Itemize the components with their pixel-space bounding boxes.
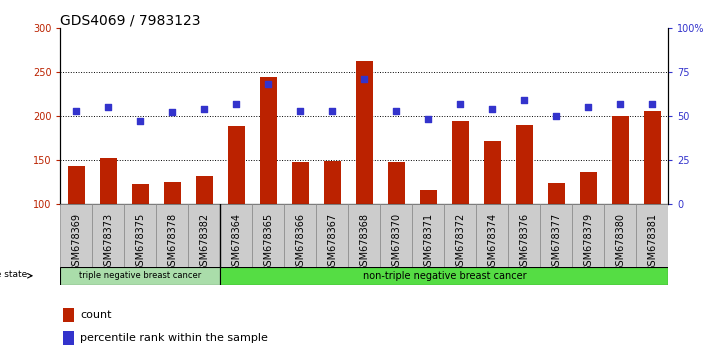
Point [71,108,82,114]
Text: GSM678376: GSM678376 [519,213,530,272]
Bar [483,141,501,291]
Point [358,76,370,82]
Text: GSM678370: GSM678370 [391,213,402,272]
Point [518,97,530,103]
Bar [451,121,469,291]
Text: percentile rank within the sample: percentile rank within the sample [80,332,268,343]
Bar [92,204,124,267]
Bar [508,204,540,267]
Text: GSM678373: GSM678373 [103,213,114,272]
Bar [196,176,213,291]
Bar [164,182,181,291]
Bar [387,162,405,291]
Bar [63,308,75,322]
Bar [63,331,75,344]
Bar [611,116,629,291]
Point [422,116,434,122]
Point [198,106,210,112]
Bar [188,204,220,267]
Text: non-triple negative breast cancer: non-triple negative breast cancer [363,271,526,281]
Text: GDS4069 / 7983123: GDS4069 / 7983123 [60,13,201,27]
Text: GSM678371: GSM678371 [423,213,434,272]
Text: GSM678369: GSM678369 [71,213,82,272]
Point [135,118,146,124]
Bar [572,204,604,267]
Text: GSM678380: GSM678380 [615,213,626,272]
Bar [228,126,245,291]
Bar [380,204,412,267]
Bar [515,125,533,291]
Bar [419,189,437,291]
Text: GSM678366: GSM678366 [295,213,306,272]
Bar [412,204,444,267]
Text: GSM678374: GSM678374 [487,213,498,272]
Point [647,101,658,107]
Text: GSM678378: GSM678378 [167,213,178,272]
Text: GSM678379: GSM678379 [583,213,594,272]
Text: GSM678368: GSM678368 [359,213,370,272]
Point [230,101,242,107]
Point [166,110,178,115]
Text: disease state: disease state [0,270,27,279]
Bar [132,184,149,291]
Bar [220,204,252,267]
Bar [156,204,188,267]
Bar [124,204,156,267]
Bar [284,204,316,267]
Text: GSM678382: GSM678382 [199,213,210,272]
Text: GSM678365: GSM678365 [263,213,274,272]
Bar [643,111,661,291]
Bar [100,158,117,291]
Text: GSM678364: GSM678364 [231,213,242,272]
Point [550,113,562,119]
Text: GSM678381: GSM678381 [647,213,658,272]
Point [326,108,338,114]
Point [614,101,626,107]
Bar [220,267,668,285]
Bar [444,204,476,267]
Point [455,101,466,107]
Text: triple negative breast cancer: triple negative breast cancer [80,271,201,280]
Text: count: count [80,310,112,320]
Point [294,108,306,114]
Text: GSM678372: GSM678372 [455,213,466,272]
Bar [636,204,668,267]
Bar [324,161,341,291]
Point [262,81,274,87]
Bar [252,204,284,267]
Bar [356,61,373,291]
Bar [60,204,92,267]
Bar [348,204,380,267]
Bar [476,204,508,267]
Bar [260,78,277,291]
Bar [292,162,309,291]
Text: GSM678375: GSM678375 [135,213,146,272]
Text: GSM678377: GSM678377 [551,213,562,272]
Point [391,108,402,114]
Bar [604,204,636,267]
Bar [68,166,85,291]
Bar [540,204,572,267]
Bar [316,204,348,267]
Bar [60,267,220,285]
Bar [547,183,565,291]
Point [103,104,114,110]
Bar [579,172,597,291]
Point [486,106,498,112]
Text: GSM678367: GSM678367 [327,213,338,272]
Point [583,104,594,110]
